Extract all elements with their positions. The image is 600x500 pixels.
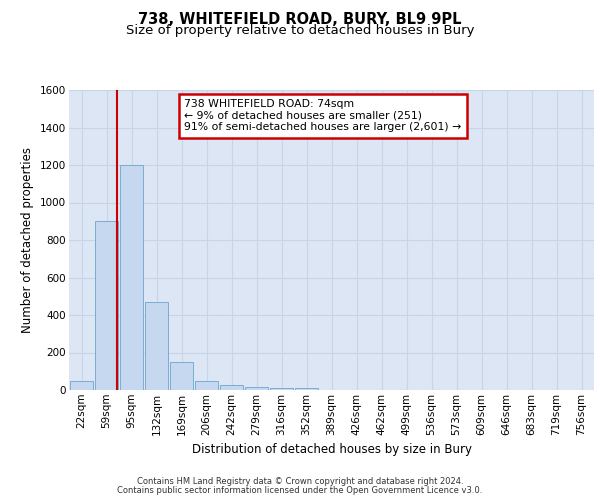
Y-axis label: Number of detached properties: Number of detached properties	[22, 147, 34, 333]
Bar	[95, 221, 118, 390]
Text: 738 WHITEFIELD ROAD: 74sqm
← 9% of detached houses are smaller (251)
91% of semi: 738 WHITEFIELD ROAD: 74sqm ← 9% of detac…	[185, 99, 462, 132]
Bar	[270, 388, 293, 390]
Text: Contains public sector information licensed under the Open Government Licence v3: Contains public sector information licen…	[118, 486, 482, 495]
Bar	[295, 388, 318, 390]
Bar	[220, 386, 243, 390]
Bar	[195, 380, 218, 390]
Bar	[145, 302, 168, 390]
Bar	[120, 165, 143, 390]
Text: Contains HM Land Registry data © Crown copyright and database right 2024.: Contains HM Land Registry data © Crown c…	[137, 477, 463, 486]
Bar	[245, 387, 268, 390]
Text: Size of property relative to detached houses in Bury: Size of property relative to detached ho…	[126, 24, 474, 37]
Bar	[170, 362, 193, 390]
Bar	[70, 380, 93, 390]
X-axis label: Distribution of detached houses by size in Bury: Distribution of detached houses by size …	[191, 443, 472, 456]
Text: 738, WHITEFIELD ROAD, BURY, BL9 9PL: 738, WHITEFIELD ROAD, BURY, BL9 9PL	[138, 12, 462, 28]
